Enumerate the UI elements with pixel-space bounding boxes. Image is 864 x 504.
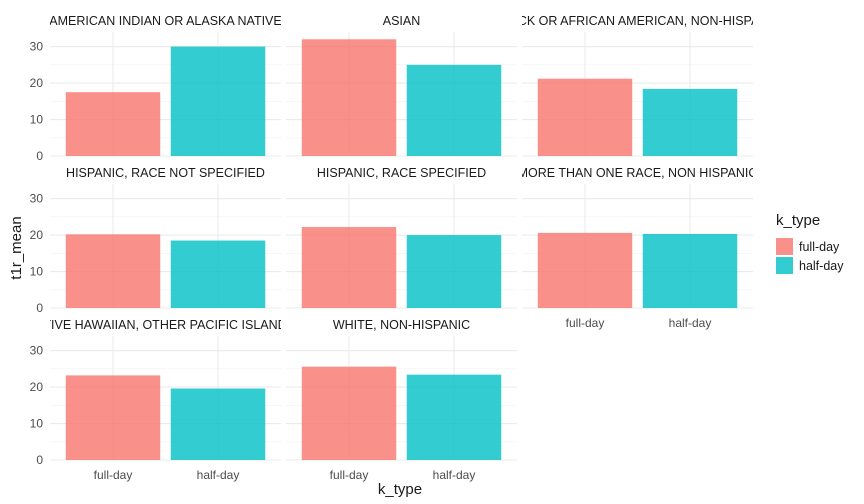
facet-panels: AMERICAN INDIAN OR ALASKA NATIVE0102030A… [27, 14, 781, 482]
x-tick-label: half-day [669, 316, 712, 330]
y-tick-label: 0 [36, 149, 43, 163]
y-tick-label: 20 [30, 76, 44, 90]
facet-strip-title: MORE THAN ONE RACE, NON HISPANIC [518, 166, 758, 180]
facet-panel: HISPANIC, RACE NOT SPECIFIED 0 10 20 30 [30, 166, 281, 315]
y-tick-label: 10 [30, 417, 44, 431]
facet-strip-title: HISPANIC, RACE SPECIFIED [317, 166, 486, 180]
y-tick-label: 20 [30, 380, 44, 394]
bar-full-day [65, 92, 161, 156]
facet-strip-title: AMERICAN INDIAN OR ALASKA NATIVE [49, 14, 281, 28]
facet-panel: NATIVE HAWAIIAN, OTHER PACIFIC ISLANDER 0… [27, 318, 304, 482]
bar-full-day [65, 234, 161, 308]
bar-full-day [65, 375, 161, 460]
y-tick-label: 0 [36, 453, 43, 467]
legend-key-half-day [776, 257, 793, 274]
facet-panel: HISPANIC, RACE SPECIFIED [286, 166, 517, 309]
y-tick-label: 10 [30, 265, 44, 279]
legend-label: full-day [799, 240, 840, 254]
y-tick-label: 0 [36, 301, 43, 315]
legend-key-full-day [776, 238, 793, 255]
bar-full-day [537, 78, 633, 156]
x-axis-title: k_type [378, 481, 422, 498]
facet-panel: ASIAN [286, 14, 517, 157]
bar-half-day [642, 233, 738, 308]
x-tick-label: full-day [566, 316, 605, 330]
legend: k_type full-day half-day [776, 212, 844, 274]
bar-half-day [406, 64, 502, 156]
bar-half-day [406, 374, 502, 460]
x-tick-label: full-day [330, 468, 369, 482]
legend-label: half-day [799, 259, 844, 273]
facet-strip-title: BLACK OR AFRICAN AMERICAN, NON-HISPANIC [494, 14, 781, 28]
bar-full-day [301, 39, 397, 157]
y-tick-label: 30 [30, 40, 44, 54]
facet-panel: WHITE, NON-HISPANIC full-day half-day [286, 318, 517, 482]
bar-half-day [406, 235, 502, 308]
bar-full-day [537, 232, 633, 308]
facet-strip-title: NATIVE HAWAIIAN, OTHER PACIFIC ISLANDER [27, 318, 304, 332]
x-tick-label: full-day [94, 468, 133, 482]
x-tick-label: half-day [197, 468, 240, 482]
y-axis-title: t1r_mean [8, 216, 25, 279]
facet-strip-title: WHITE, NON-HISPANIC [333, 318, 470, 332]
bar-full-day [301, 366, 397, 460]
y-tick-label: 30 [30, 344, 44, 358]
bar-half-day [170, 388, 266, 460]
facet-panel: MORE THAN ONE RACE, NON HISPANIC full-day… [518, 166, 758, 330]
bar-full-day [301, 227, 397, 308]
facet-panel: AMERICAN INDIAN OR ALASKA NATIVE 0 10 20 30 [30, 14, 281, 163]
bar-half-day [170, 46, 266, 156]
facet-strip-title: HISPANIC, RACE NOT SPECIFIED [66, 166, 265, 180]
legend-title: k_type [776, 212, 820, 229]
facet-strip-title: ASIAN [383, 14, 421, 28]
x-tick-label: half-day [433, 468, 476, 482]
y-tick-label: 20 [30, 228, 44, 242]
bar-half-day [642, 88, 738, 156]
y-tick-label: 30 [30, 192, 44, 206]
facet-panel: BLACK OR AFRICAN AMERICAN, NON-HISPANIC [494, 14, 781, 157]
bar-half-day [170, 240, 266, 308]
y-tick-label: 10 [30, 113, 44, 127]
